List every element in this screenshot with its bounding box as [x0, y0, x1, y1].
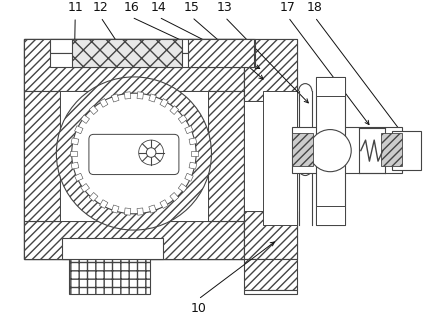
FancyBboxPatch shape: [89, 134, 179, 175]
Text: 15: 15: [184, 1, 200, 14]
Bar: [189, 138, 197, 145]
Bar: [244, 39, 297, 101]
Bar: [24, 91, 60, 221]
Bar: [188, 39, 253, 67]
Text: 10: 10: [190, 302, 206, 315]
Bar: [292, 133, 313, 166]
Bar: [137, 92, 144, 99]
Bar: [124, 208, 131, 215]
Bar: [89, 192, 98, 201]
Bar: [124, 92, 131, 99]
Bar: [112, 94, 119, 102]
Bar: [191, 151, 198, 156]
Bar: [244, 39, 297, 259]
Bar: [170, 106, 179, 114]
Bar: [185, 126, 193, 134]
Bar: [62, 238, 163, 259]
Bar: [137, 208, 144, 215]
Circle shape: [309, 130, 351, 172]
Bar: [160, 200, 168, 208]
Bar: [244, 101, 297, 211]
Bar: [60, 91, 208, 221]
Bar: [178, 184, 187, 192]
Circle shape: [146, 148, 156, 157]
Bar: [244, 259, 297, 290]
Bar: [72, 39, 182, 67]
Bar: [50, 53, 256, 67]
Bar: [263, 91, 297, 225]
Bar: [316, 77, 345, 96]
Bar: [70, 151, 77, 156]
Bar: [81, 184, 89, 192]
Text: 14: 14: [151, 1, 167, 14]
Bar: [149, 205, 156, 213]
Bar: [170, 192, 179, 201]
Text: 11: 11: [67, 1, 83, 14]
Bar: [292, 127, 402, 173]
Bar: [185, 173, 193, 181]
Ellipse shape: [56, 77, 211, 230]
Text: 13: 13: [217, 1, 233, 14]
Bar: [69, 246, 150, 294]
Bar: [189, 162, 197, 169]
Bar: [160, 99, 168, 107]
Text: 16: 16: [124, 1, 140, 14]
Bar: [316, 206, 345, 225]
Bar: [71, 138, 79, 145]
Bar: [71, 162, 79, 169]
Bar: [381, 133, 402, 166]
Bar: [100, 200, 108, 208]
Bar: [316, 77, 345, 225]
Bar: [112, 205, 119, 213]
Bar: [392, 132, 421, 170]
Bar: [24, 39, 244, 259]
Bar: [244, 211, 297, 259]
Bar: [24, 221, 244, 259]
Bar: [149, 94, 156, 102]
Bar: [81, 115, 89, 123]
Bar: [50, 39, 256, 53]
Bar: [208, 91, 244, 221]
Text: 12: 12: [93, 1, 109, 14]
Bar: [178, 115, 187, 123]
Bar: [244, 290, 297, 294]
Bar: [74, 126, 83, 134]
Bar: [24, 39, 244, 91]
Bar: [74, 173, 83, 181]
Text: 18: 18: [307, 1, 323, 14]
Bar: [89, 106, 98, 114]
Bar: [100, 99, 108, 107]
Text: 17: 17: [280, 1, 296, 14]
Ellipse shape: [72, 93, 196, 214]
